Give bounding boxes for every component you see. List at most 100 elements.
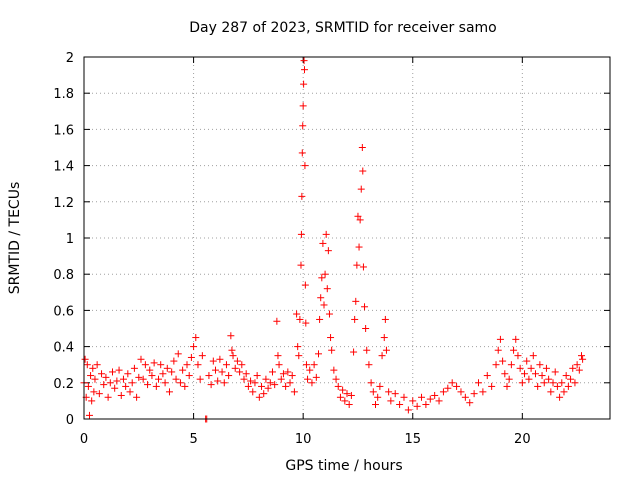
data-point — [355, 243, 363, 251]
data-point — [249, 388, 257, 396]
data-point — [322, 230, 330, 238]
data-point — [174, 350, 182, 358]
y-tick-label: 1 — [66, 232, 74, 247]
data-point — [457, 388, 465, 396]
data-point — [325, 310, 333, 318]
data-point — [268, 368, 276, 376]
data-point — [141, 361, 149, 369]
data-point — [507, 361, 515, 369]
data-point — [205, 372, 213, 380]
data-point — [551, 368, 559, 376]
data-point — [275, 361, 283, 369]
chart-title: Day 287 of 2023, SRMTID for receiver sam… — [189, 20, 497, 36]
data-point — [336, 393, 344, 401]
data-point — [312, 373, 320, 381]
data-point — [298, 192, 306, 200]
data-point — [240, 375, 248, 383]
data-point — [470, 390, 478, 398]
data-point — [310, 361, 318, 369]
data-point — [300, 66, 308, 74]
y-tick-label: 0 — [66, 413, 74, 428]
data-point — [236, 368, 244, 376]
data-point — [579, 355, 587, 363]
data-point — [369, 388, 377, 396]
data-point — [556, 393, 564, 401]
y-tick-label: 1.8 — [53, 87, 74, 102]
data-point — [106, 379, 114, 387]
data-point — [400, 393, 408, 401]
data-point — [266, 379, 274, 387]
data-point — [483, 372, 491, 380]
data-point — [479, 388, 487, 396]
data-point — [448, 379, 456, 387]
data-point — [361, 303, 369, 311]
data-point — [404, 406, 412, 414]
data-point — [575, 366, 583, 374]
data-point — [89, 364, 97, 372]
data-point — [274, 352, 282, 360]
data-point — [564, 382, 572, 390]
data-point — [296, 315, 304, 323]
data-point — [284, 368, 292, 376]
data-point — [571, 379, 579, 387]
data-point — [501, 370, 509, 378]
data-point — [359, 263, 367, 271]
data-point — [324, 247, 332, 255]
data-point — [536, 361, 544, 369]
data-point — [229, 352, 237, 360]
data-point — [271, 381, 279, 389]
data-point — [426, 395, 434, 403]
data-points — [80, 57, 587, 423]
data-point — [381, 315, 389, 323]
data-point — [168, 368, 176, 376]
data-point — [282, 382, 290, 390]
data-point — [418, 393, 426, 401]
data-point — [83, 361, 91, 369]
data-point — [512, 335, 520, 343]
data-point — [216, 355, 224, 363]
data-point — [187, 353, 195, 361]
data-point — [378, 352, 386, 360]
data-point — [260, 390, 268, 398]
data-point — [573, 361, 581, 369]
data-point — [228, 346, 236, 354]
y-tick-label: 1.4 — [53, 160, 74, 175]
x-tick-label: 15 — [404, 432, 421, 447]
data-point — [353, 261, 361, 269]
data-point — [343, 390, 351, 398]
data-point — [409, 397, 417, 405]
data-point — [514, 352, 522, 360]
data-point — [299, 102, 307, 110]
data-point — [90, 388, 98, 396]
y-tick-label: 0.2 — [53, 377, 74, 392]
data-point — [100, 381, 108, 389]
y-axis-label: SRMTID / TECUs — [7, 182, 23, 295]
data-point — [475, 379, 482, 387]
data-point — [413, 402, 421, 410]
data-point — [527, 364, 535, 372]
data-point — [299, 122, 307, 130]
data-point — [104, 393, 112, 401]
data-point — [330, 366, 338, 374]
data-point — [387, 397, 395, 405]
data-point — [347, 391, 355, 399]
data-point — [85, 411, 93, 419]
data-point — [521, 370, 529, 378]
data-point — [300, 57, 308, 65]
data-point — [327, 334, 335, 342]
data-point — [161, 379, 169, 387]
data-point — [461, 393, 469, 401]
y-tick-label: 0.8 — [53, 268, 74, 283]
data-point — [155, 375, 163, 383]
data-point — [367, 379, 375, 387]
data-point — [516, 364, 524, 372]
data-point — [431, 391, 439, 399]
data-point — [117, 391, 125, 399]
data-point — [374, 393, 382, 401]
data-point — [494, 346, 502, 354]
data-point — [549, 379, 557, 387]
data-point — [505, 375, 513, 383]
data-point — [396, 401, 404, 409]
data-point — [170, 357, 178, 365]
data-point — [122, 382, 130, 390]
